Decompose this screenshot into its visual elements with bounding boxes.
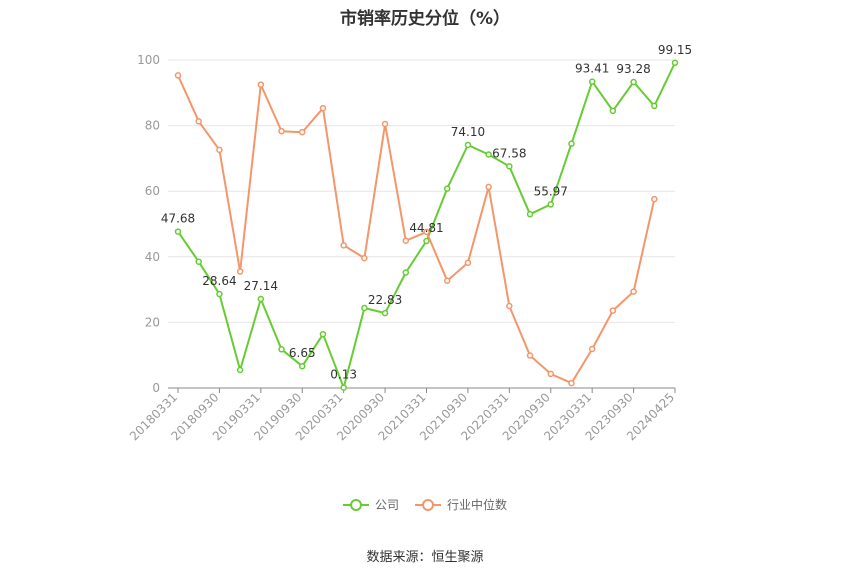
data-point-company xyxy=(526,210,534,218)
data-point-industry-median xyxy=(278,127,285,135)
legend-label-company: 公司 xyxy=(374,498,399,512)
data-point-industry-median xyxy=(361,254,368,262)
data-point-company xyxy=(630,78,637,86)
y-tick-label: 0 xyxy=(152,381,160,395)
data-label-company: 6.65 xyxy=(289,346,316,360)
data-point-company xyxy=(671,59,679,67)
data-point-company xyxy=(568,140,575,147)
data-point-industry-median xyxy=(588,345,596,353)
data-point-industry-median xyxy=(257,81,265,88)
data-point-company xyxy=(236,366,244,374)
data-point-industry-median xyxy=(443,277,451,284)
data-point-industry-median xyxy=(195,118,202,125)
data-label-company: 0.13 xyxy=(330,368,357,382)
y-tick-label: 60 xyxy=(145,184,160,198)
data-label-company: 67.58 xyxy=(492,146,526,160)
data-point-industry-median xyxy=(547,370,554,378)
data-point-industry-median xyxy=(630,288,637,295)
legend: 公司 行业中位数 xyxy=(0,496,850,513)
legend-marker-company xyxy=(342,498,369,512)
grid-lines xyxy=(168,59,675,323)
data-point-industry-median xyxy=(568,379,575,387)
data-point-company xyxy=(506,163,513,170)
data-point-company xyxy=(547,201,554,208)
legend-label-industry-median: 行业中位数 xyxy=(447,498,508,512)
y-tick-label: 100 xyxy=(137,53,160,67)
data-label-company: 22.83 xyxy=(368,293,402,307)
chart-title: 市销率历史分位（%） xyxy=(339,9,511,29)
data-label-company: 99.15 xyxy=(658,43,692,57)
data-point-company xyxy=(588,78,596,85)
legend-item-company[interactable]: 公司 xyxy=(342,496,399,513)
axes: 0204060801002018033120180930201903312019… xyxy=(127,53,677,443)
data-point-industry-median xyxy=(506,302,513,310)
series-lines xyxy=(174,59,679,391)
data-point-company xyxy=(485,151,492,158)
data-point-company xyxy=(340,384,347,391)
data-point-industry-median xyxy=(216,146,223,154)
data-label-company: 27.14 xyxy=(244,279,278,293)
data-point-industry-median xyxy=(464,259,472,266)
data-point-company xyxy=(464,141,472,149)
data-label-company: 44.81 xyxy=(409,221,443,235)
data-label-company: 28.64 xyxy=(202,274,236,288)
data-point-industry-median xyxy=(340,242,347,249)
data-point-industry-median xyxy=(609,307,617,314)
data-point-company xyxy=(319,330,327,338)
data-label-company: 93.28 xyxy=(616,62,650,76)
data-point-company xyxy=(216,290,223,298)
data-point-company xyxy=(299,362,306,370)
data-point-company xyxy=(381,309,389,317)
data-point-company xyxy=(174,228,182,235)
data-label-company: 74.10 xyxy=(451,125,485,139)
data-point-industry-median xyxy=(236,268,244,275)
y-tick-label: 40 xyxy=(145,250,160,264)
data-point-company xyxy=(443,185,451,192)
data-label-company: 47.68 xyxy=(161,212,195,226)
data-label-company: 55.97 xyxy=(534,184,568,198)
data-source: 数据来源：恒生聚源 xyxy=(366,550,484,565)
data-point-company xyxy=(195,258,202,265)
data-point-industry-median xyxy=(651,195,658,203)
data-point-industry-median xyxy=(381,120,389,128)
legend-item-industry-median[interactable]: 行业中位数 xyxy=(415,496,507,513)
data-label-company: 93.41 xyxy=(575,62,609,76)
data-point-industry-median xyxy=(319,104,327,112)
data-point-industry-median xyxy=(485,183,492,191)
data-point-industry-median xyxy=(402,237,410,244)
data-point-industry-median xyxy=(423,228,430,236)
data-point-company xyxy=(257,295,265,303)
data-point-company xyxy=(609,107,617,115)
data-point-company xyxy=(423,237,430,245)
series-line-industry-median xyxy=(177,74,656,385)
data-point-industry-median xyxy=(526,352,534,359)
data-point-company xyxy=(278,346,285,353)
data-labels: 47.68 28.64 27.14 6.65 0.13 22.83 44.81 74.10 67… xyxy=(161,43,692,382)
data-point-company xyxy=(361,304,368,312)
data-point-company xyxy=(402,269,410,276)
y-tick-label: 80 xyxy=(145,119,160,133)
data-point-industry-median xyxy=(299,128,306,136)
data-point-industry-median xyxy=(174,72,182,79)
data-point-company xyxy=(651,102,658,110)
y-tick-label: 20 xyxy=(145,315,160,329)
legend-marker-industry-median xyxy=(415,498,441,512)
